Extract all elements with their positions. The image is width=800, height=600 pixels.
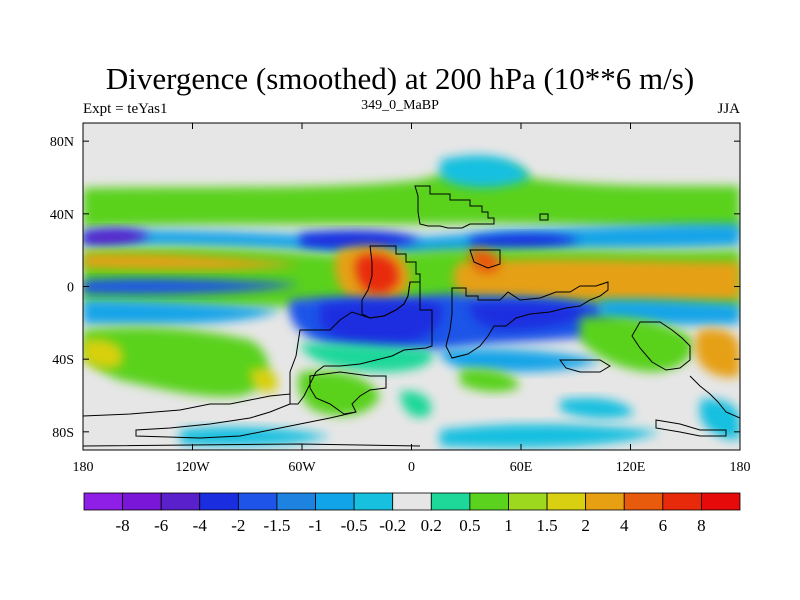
colorbar-label: 4 xyxy=(620,516,629,535)
contour-region xyxy=(695,328,740,378)
contour-region xyxy=(180,427,330,446)
season-label: JJA xyxy=(717,101,740,117)
contour-region xyxy=(440,424,660,448)
colorbar-swatch xyxy=(122,492,162,511)
contour-region xyxy=(83,300,280,325)
colorbar-swatch xyxy=(276,492,316,511)
colorbar-label: 6 xyxy=(659,516,668,535)
colorbar-swatch xyxy=(83,492,123,511)
colorbar-label: -1 xyxy=(308,516,322,535)
colorbar-swatch xyxy=(160,492,201,511)
contour-region xyxy=(83,228,150,246)
colorbar-label: -0.5 xyxy=(341,516,368,535)
x-tick-label: 180 xyxy=(730,460,751,475)
contour-region xyxy=(250,368,278,392)
contour-region xyxy=(560,397,634,419)
colorbar-swatch xyxy=(199,492,239,511)
contour-region xyxy=(440,348,600,372)
contour-region xyxy=(453,259,740,302)
colorbar-label: 0.5 xyxy=(459,516,480,535)
colorbar: -8 -6 -4 -2 -1.5 -1 -0.5 -0.2 0.2 0.5 1 1.5 2 4 6 8 xyxy=(83,492,741,535)
colorbar-label: -8 xyxy=(116,516,130,535)
contour-region xyxy=(298,371,380,416)
colorbar-swatch xyxy=(701,492,741,511)
colorbar-swatch xyxy=(469,492,509,511)
y-tick-label: 40S xyxy=(52,353,74,368)
x-tick-label: 0 xyxy=(408,460,415,475)
colorbar-swatch xyxy=(353,492,394,511)
colorbar-label: 1.5 xyxy=(536,516,557,535)
colorbar-swatch xyxy=(546,492,587,511)
coastline xyxy=(689,375,740,419)
contour-region xyxy=(600,299,740,325)
coastline xyxy=(539,213,549,221)
y-tick-label: 80S xyxy=(52,426,74,441)
coastline xyxy=(83,443,421,447)
contour-region xyxy=(83,278,300,295)
x-axis: 180 120W 60W 0 60E 120E 180 xyxy=(73,123,751,475)
colorbar-label: -1.5 xyxy=(263,516,290,535)
colorbar-swatch xyxy=(508,492,548,511)
chart-title: Divergence (smoothed) at 200 hPa (10**6 … xyxy=(105,61,695,96)
colorbar-swatch xyxy=(392,492,432,511)
x-tick-label: 120W xyxy=(175,460,210,475)
contour-region xyxy=(440,155,530,188)
experiment-label: Expt = teYas1 xyxy=(83,101,168,117)
coastline xyxy=(289,281,433,405)
coastline xyxy=(309,371,387,415)
contour-region xyxy=(300,230,420,250)
colorbar-label: 1 xyxy=(504,516,513,535)
coastline xyxy=(469,249,501,269)
x-tick-label: 180 xyxy=(73,460,94,475)
colorbar-label: -6 xyxy=(154,516,168,535)
contour-region xyxy=(83,253,300,270)
contour-region xyxy=(470,233,580,249)
colorbar-swatch xyxy=(662,492,702,511)
coastline xyxy=(83,393,357,439)
coastline xyxy=(655,419,727,437)
colorbar-label: 0.2 xyxy=(421,516,442,535)
time-label: 349_0_MaBP xyxy=(361,98,439,113)
contour-region xyxy=(83,339,123,369)
y-tick-label: 40N xyxy=(50,208,74,223)
contour-region xyxy=(400,391,432,418)
colorbar-label: 2 xyxy=(581,516,590,535)
coastline xyxy=(445,281,609,359)
contour-region xyxy=(83,327,269,397)
y-tick-label: 0 xyxy=(67,281,74,296)
coastline xyxy=(559,359,611,373)
coastline xyxy=(414,185,495,229)
colorbar-label: -0.2 xyxy=(379,516,406,535)
colorbar-swatch xyxy=(315,492,355,511)
coastline xyxy=(631,321,691,371)
colorbar-label: -4 xyxy=(193,516,208,535)
colorbar-swatch xyxy=(237,492,278,511)
y-tick-label: 80N xyxy=(50,135,74,150)
x-tick-label: 120E xyxy=(616,460,646,475)
contour-fields xyxy=(83,155,740,448)
y-axis: 80N 40N 0 40S 80S xyxy=(50,135,740,441)
colorbar-label: -2 xyxy=(231,516,245,535)
colorbar-label: 8 xyxy=(697,516,706,535)
coastlines xyxy=(83,185,740,447)
colorbar-swatch xyxy=(623,492,664,511)
contour-region xyxy=(83,166,740,232)
colorbar-swatch xyxy=(585,492,625,511)
contour-region xyxy=(460,368,520,392)
contour-region xyxy=(580,316,693,372)
x-tick-label: 60E xyxy=(510,460,533,475)
contour-region xyxy=(300,343,433,372)
colorbar-swatch xyxy=(430,492,471,511)
contour-region xyxy=(355,254,399,294)
contour-region xyxy=(320,299,443,346)
x-tick-label: 60W xyxy=(288,460,316,475)
